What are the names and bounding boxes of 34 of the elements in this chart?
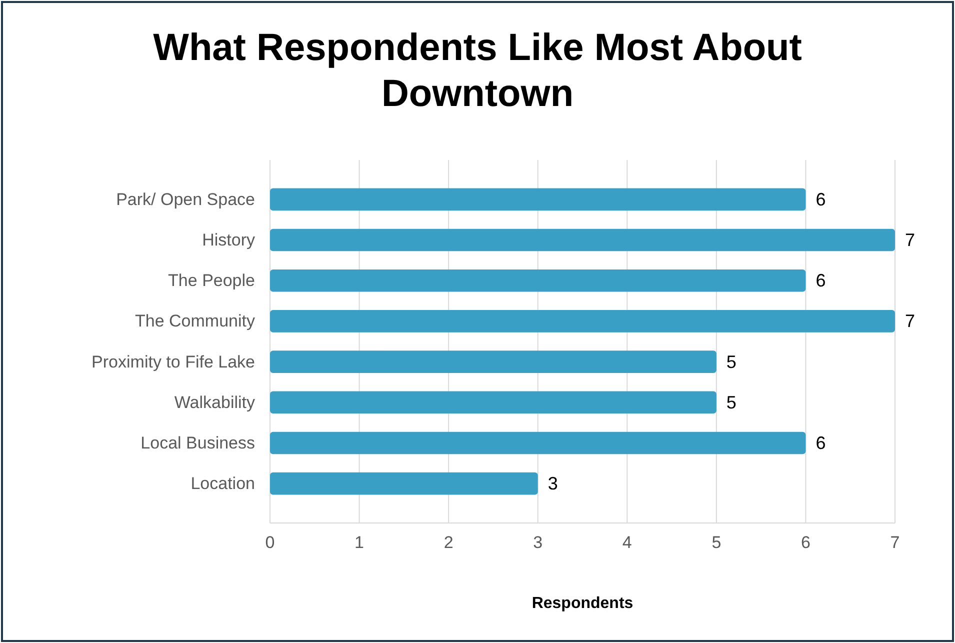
y-tick-label: History (202, 230, 256, 250)
x-tick-label: 7 (890, 533, 900, 552)
bar (270, 391, 716, 414)
data-label: 5 (726, 352, 736, 372)
y-tick-label: Park/ Open Space (116, 190, 255, 209)
bar (270, 310, 895, 332)
data-label: 7 (905, 230, 916, 250)
data-label: 6 (816, 270, 826, 291)
x-axis-title: Respondents (532, 595, 634, 612)
y-tick-label: The People (168, 271, 255, 290)
x-tick-label: 3 (533, 533, 543, 552)
y-tick-label: Location (190, 474, 255, 494)
bar (270, 188, 806, 211)
x-tick-label: 6 (800, 533, 810, 552)
y-tick-label: Local Business (140, 433, 255, 452)
bar (270, 228, 895, 252)
x-tick-label: 4 (622, 533, 632, 552)
x-tick-label: 2 (444, 533, 454, 552)
chart-title: What Respondents Like Most About Downtown (153, 27, 802, 115)
y-tick-label: The Community (135, 312, 256, 331)
data-label: 3 (548, 474, 558, 494)
bar (270, 269, 806, 292)
x-tick-label: 1 (354, 533, 364, 552)
data-label: 5 (726, 392, 736, 412)
data-label: 7 (905, 311, 916, 332)
bar (270, 350, 716, 373)
x-tick-label: 5 (712, 533, 722, 552)
bar (270, 432, 806, 454)
data-label: 6 (816, 432, 826, 453)
y-tick-label: Proximity to Fife Lake (92, 352, 255, 372)
x-tick-label: 0 (265, 533, 275, 552)
data-label: 6 (816, 189, 826, 210)
bar (270, 472, 538, 495)
y-tick-label: Walkability (174, 392, 256, 412)
